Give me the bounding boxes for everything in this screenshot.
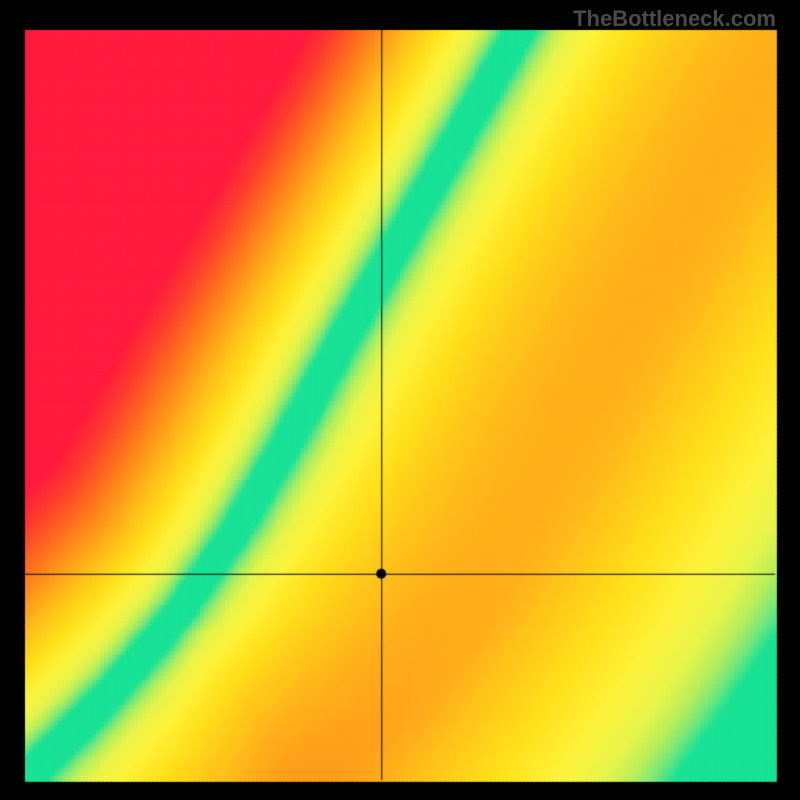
bottleneck-heatmap (0, 0, 800, 800)
watermark-text: TheBottleneck.com (573, 6, 776, 32)
chart-container: TheBottleneck.com (0, 0, 800, 800)
